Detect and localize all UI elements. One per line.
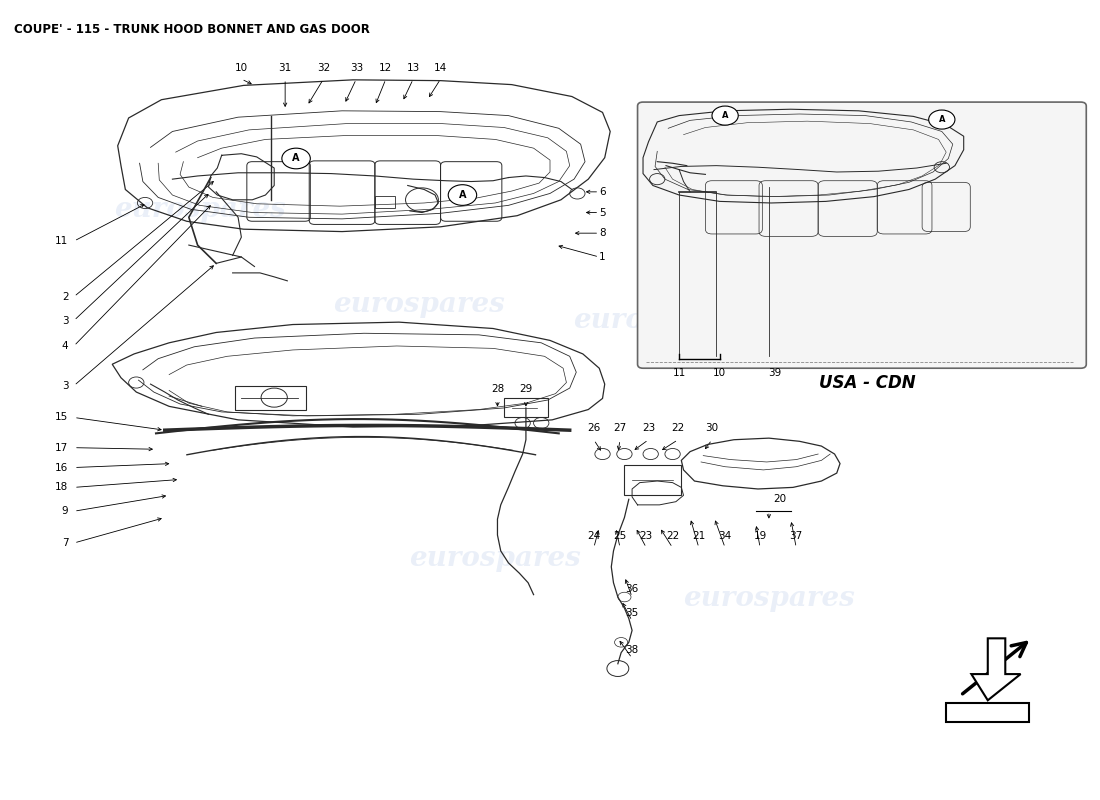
Text: 23: 23 — [640, 531, 653, 542]
Text: eurospares: eurospares — [573, 307, 746, 334]
Text: 32: 32 — [317, 62, 330, 73]
Text: 30: 30 — [705, 423, 718, 434]
Text: 31: 31 — [278, 62, 292, 73]
Bar — [504, 398, 548, 418]
Text: 17: 17 — [55, 442, 68, 453]
Text: 29: 29 — [519, 384, 532, 394]
Text: 27: 27 — [614, 423, 627, 434]
Circle shape — [928, 110, 955, 129]
Text: 20: 20 — [773, 494, 786, 504]
Text: USA - CDN: USA - CDN — [820, 374, 915, 391]
Text: 10: 10 — [713, 368, 726, 378]
Text: eurospares: eurospares — [333, 291, 505, 318]
Bar — [625, 465, 681, 495]
Text: 7: 7 — [62, 538, 68, 548]
Text: 26: 26 — [587, 423, 601, 434]
Text: 24: 24 — [587, 531, 601, 542]
Text: 39: 39 — [768, 368, 781, 378]
Text: A: A — [459, 190, 466, 200]
Text: 33: 33 — [350, 62, 363, 73]
Text: 15: 15 — [55, 413, 68, 422]
Text: 11: 11 — [55, 236, 68, 246]
Polygon shape — [971, 638, 1021, 700]
Circle shape — [282, 148, 310, 169]
Text: 11: 11 — [672, 368, 685, 378]
Text: 4: 4 — [62, 341, 68, 351]
Text: 38: 38 — [626, 646, 639, 655]
Text: 9: 9 — [62, 506, 68, 516]
Text: 19: 19 — [754, 531, 767, 542]
Text: 36: 36 — [626, 584, 639, 594]
Text: 22: 22 — [666, 531, 679, 542]
Text: 8: 8 — [600, 228, 606, 238]
Text: A: A — [722, 111, 728, 120]
Bar — [234, 386, 306, 410]
Text: 14: 14 — [433, 62, 448, 73]
Circle shape — [448, 185, 476, 206]
Text: 18: 18 — [55, 482, 68, 492]
Text: 25: 25 — [614, 531, 627, 542]
Text: 22: 22 — [671, 423, 684, 434]
Text: eurospares: eurospares — [683, 585, 855, 612]
Text: A: A — [293, 154, 300, 163]
Text: 10: 10 — [234, 62, 248, 73]
Bar — [375, 196, 395, 208]
Text: 37: 37 — [790, 531, 803, 542]
Text: 5: 5 — [600, 207, 606, 218]
Text: 16: 16 — [55, 462, 68, 473]
Text: 6: 6 — [600, 187, 606, 197]
Text: eurospares: eurospares — [114, 196, 286, 223]
Circle shape — [712, 106, 738, 125]
Text: eurospares: eurospares — [409, 546, 581, 572]
Text: 3: 3 — [62, 315, 68, 326]
Text: 2: 2 — [62, 292, 68, 302]
Text: 23: 23 — [642, 423, 656, 434]
Text: 28: 28 — [491, 384, 504, 394]
Text: 35: 35 — [626, 608, 639, 618]
Text: 13: 13 — [407, 62, 420, 73]
Text: 12: 12 — [379, 62, 393, 73]
FancyBboxPatch shape — [638, 102, 1087, 368]
Text: 3: 3 — [62, 381, 68, 390]
Text: 21: 21 — [692, 531, 705, 542]
Text: A: A — [938, 115, 945, 124]
Text: COUPE' - 115 - TRUNK HOOD BONNET AND GAS DOOR: COUPE' - 115 - TRUNK HOOD BONNET AND GAS… — [13, 22, 370, 36]
Text: 34: 34 — [718, 531, 732, 542]
Text: 1: 1 — [600, 252, 606, 262]
